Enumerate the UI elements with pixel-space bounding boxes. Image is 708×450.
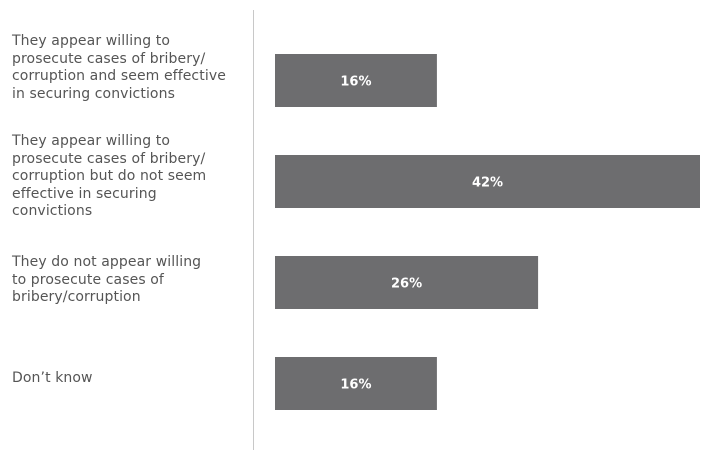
category-label-line: to prosecute cases of xyxy=(12,271,164,288)
category-label-line: convictions xyxy=(12,203,93,219)
category-label-line: prosecute cases of bribery/ xyxy=(12,150,206,167)
category-label-line: bribery/corruption xyxy=(12,289,141,305)
category-label-line: Don’t know xyxy=(12,370,93,386)
bar-2 xyxy=(275,155,700,208)
category-label-2: They appear willing to prosecute cases of… xyxy=(12,133,248,221)
bar-3 xyxy=(275,256,539,309)
category-label-line: They appear willing to xyxy=(12,33,170,49)
bar-value-label-2: 42% xyxy=(472,176,503,191)
category-label-3: They do not appear willing to prosecute c… xyxy=(12,254,248,307)
category-label-line: They appear willing to xyxy=(12,133,170,149)
bar-value-label-4: 16% xyxy=(340,378,371,393)
category-label-4: Don’t know xyxy=(12,370,248,388)
category-label-line: corruption and seem effective xyxy=(12,68,226,84)
category-label-line: effective in securing xyxy=(12,185,157,202)
category-label-line: They do not appear willing xyxy=(12,254,202,270)
bar-1 xyxy=(275,54,437,107)
bar-value-label-1: 16% xyxy=(340,75,371,90)
category-label-1: They appear willing to prosecute cases of… xyxy=(12,33,248,103)
category-label-line: corruption but do not seem xyxy=(12,168,207,184)
bar-4 xyxy=(275,357,437,410)
bar-value-label-3: 26% xyxy=(391,277,422,292)
category-label-line: prosecute cases of bribery/ xyxy=(12,50,206,67)
bars-group: 16% 42% 26% 16% xyxy=(275,54,700,410)
category-label-line: in securing convictions xyxy=(12,85,175,102)
